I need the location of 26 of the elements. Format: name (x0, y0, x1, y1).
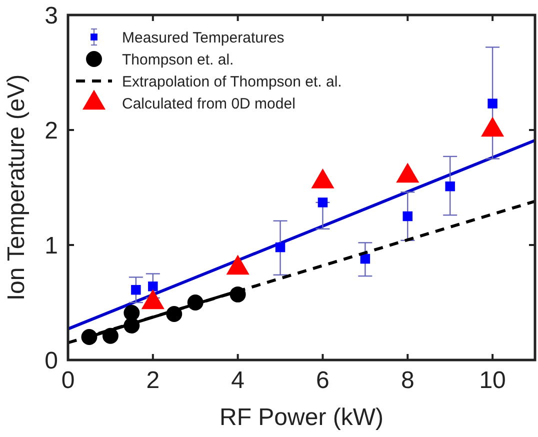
x-tick-label: 4 (231, 367, 244, 394)
legend-label: Calculated from 0D model (122, 95, 296, 112)
x-tick-label: 6 (316, 367, 330, 394)
y-axis-title: Ion Temperature (eV) (3, 74, 30, 301)
point (124, 304, 140, 321)
x-tick-label: 8 (400, 367, 414, 394)
point (131, 284, 141, 295)
y-tick-label: 0 (44, 347, 58, 374)
x-tick-label: 2 (146, 367, 160, 394)
y-tick-label: 3 (44, 2, 58, 30)
x-tick-label: 0 (61, 367, 75, 394)
legend-label: Extrapolation of Thompson et. al. (122, 73, 342, 90)
point (445, 181, 455, 192)
point (318, 198, 328, 208)
point (402, 211, 413, 222)
legend-label: Measured Temperatures (122, 29, 284, 46)
point (148, 282, 158, 292)
point (488, 98, 498, 108)
point (275, 242, 286, 252)
point (102, 328, 118, 344)
legend-label: Thompson et. al. (122, 51, 234, 68)
x-tick-label: 10 (479, 367, 506, 394)
y-tick-label: 2 (44, 117, 58, 144)
point (360, 254, 370, 264)
x-axis-title: RF Power (kW) (220, 404, 384, 431)
y-tick-label: 1 (44, 232, 58, 260)
